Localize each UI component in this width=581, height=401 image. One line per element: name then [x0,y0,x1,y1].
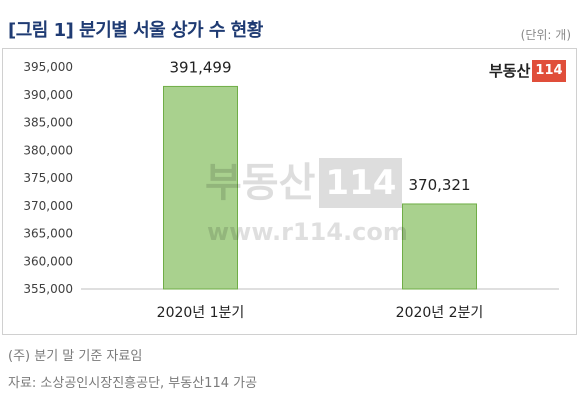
logo-number: 114 [532,60,566,82]
footnote: (주) 분기 말 기준 자료임 [8,349,143,364]
x-tick-label: 2020년 2분기 [396,305,484,321]
bar-chart: 355,000 360,000 365,000 370,000 375,000 380,0… [23,58,559,321]
data-label: 370,321 [408,176,470,194]
watermark-logo: 부동산 114 [205,158,403,208]
y-tick-label: 380,000 [23,143,73,157]
brand-logo: 부동산 114 [489,60,566,82]
y-tick-label: 395,000 [23,60,73,74]
y-tick-label: 360,000 [23,254,73,268]
bar [402,203,477,290]
y-tick-label: 370,000 [23,199,73,213]
y-tick-label: 390,000 [23,88,73,102]
watermark-url: www.r114.com [207,218,408,246]
logo-text: 부동산 [489,62,531,80]
unit-label: (단위: 개) [520,28,571,42]
y-tick-label: 355,000 [23,282,73,296]
chart-frame: 355,000 360,000 365,000 370,000 375,000 380,0… [2,48,577,335]
x-tick-label: 2020년 1분기 [157,305,245,321]
data-label: 391,499 [169,58,231,76]
y-tick-label: 385,000 [23,116,73,130]
source-note: 자료: 소상공인시장진흥공단, 부동산114 가공 [8,376,258,391]
y-tick-label: 375,000 [23,171,73,185]
chart-title: [그림 1] 분기별 서울 상가 수 현황 [8,20,263,41]
watermark-text: 부동산 [205,160,316,206]
watermark-number: 114 [319,158,403,208]
bar [163,85,238,290]
y-tick-label: 365,000 [23,227,73,241]
